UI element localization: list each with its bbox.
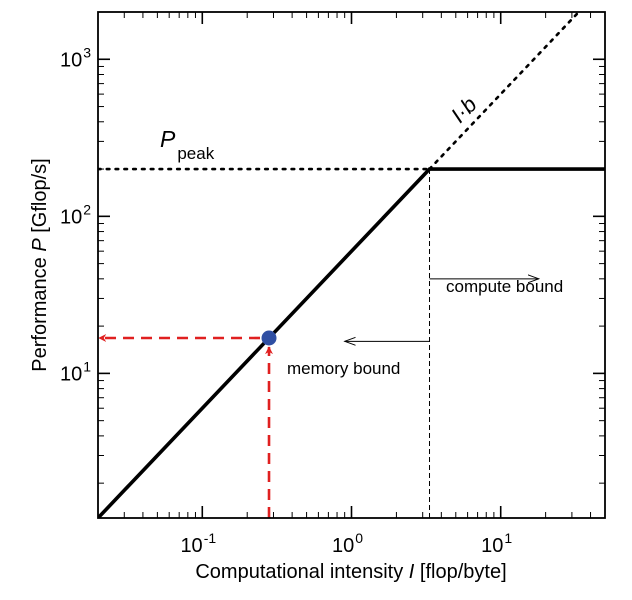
minor-ticks	[97, 11, 606, 518]
x-tick-label: 101	[481, 530, 512, 557]
memory-bound-label: memory bound	[287, 359, 400, 378]
operating-point	[261, 330, 277, 346]
y-tick-label: 101	[60, 358, 91, 385]
y-tick-labels: 101 102 103	[60, 44, 91, 385]
major-ticks	[98, 12, 605, 518]
x-tick-label: 10-1	[180, 530, 216, 557]
x-axis-label: Computational intensity I [flop/byte]	[195, 561, 506, 583]
y-tick-label: 102	[60, 201, 91, 228]
compute-bound-label: compute bound	[446, 277, 563, 296]
peak-label-sub: peak	[177, 144, 214, 163]
x-tick-label: 100	[332, 530, 363, 557]
slope-label: I·b	[446, 92, 482, 128]
peak-label-main: P	[160, 126, 176, 152]
y-axis-label: Performance P [Gflop/s]	[29, 158, 51, 371]
x-tick-labels: 10-1 100 101	[180, 530, 512, 557]
y-tick-label: 103	[60, 44, 91, 71]
roofline-line	[98, 167, 605, 518]
slope-dotted-line	[428, 12, 581, 171]
plot-frame	[97, 11, 606, 519]
peak-label: Ppeak	[160, 126, 215, 163]
